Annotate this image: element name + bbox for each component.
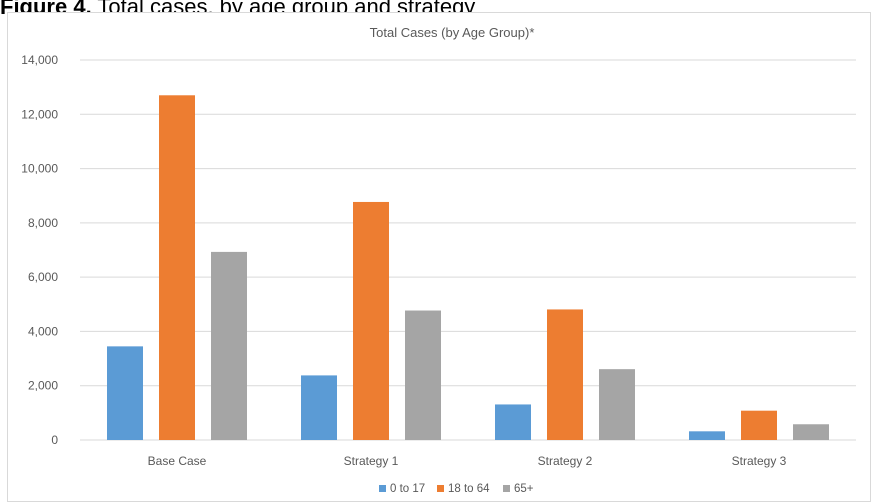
- y-tick-label: 0: [51, 433, 58, 447]
- bar: [689, 431, 725, 440]
- y-tick-label: 6,000: [28, 270, 58, 284]
- bar: [793, 424, 829, 440]
- y-tick-label: 10,000: [21, 162, 58, 176]
- legend-label: 65+: [514, 483, 534, 495]
- chart-title: Total Cases (by Age Group)*: [370, 25, 535, 40]
- x-tick-label: Strategy 2: [538, 454, 593, 468]
- bar: [107, 346, 143, 440]
- bar: [405, 310, 441, 440]
- bars: [107, 95, 829, 441]
- bar: [741, 410, 777, 440]
- bar: [301, 375, 337, 440]
- legend: 0 to 17 18 to 64 65+: [379, 483, 534, 495]
- bar: [495, 404, 531, 440]
- gridlines: [80, 59, 856, 441]
- legend-label: 0 to 17: [390, 483, 425, 495]
- bar: [211, 251, 247, 440]
- y-tick-label: 12,000: [21, 107, 58, 121]
- bar: [599, 369, 635, 440]
- x-tick-label: Base Case: [148, 454, 207, 468]
- y-tick-label: 2,000: [28, 379, 58, 393]
- legend-label: 18 to 64: [448, 483, 490, 495]
- y-tick-label: 8,000: [28, 216, 58, 230]
- bar: [547, 309, 583, 440]
- x-tick-label: Strategy 1: [344, 454, 399, 468]
- y-tick-label: 4,000: [28, 324, 58, 338]
- legend-swatch: [503, 485, 510, 492]
- x-tick-label: Strategy 3: [732, 454, 787, 468]
- y-tick-label: 14,000: [21, 53, 58, 67]
- bar: [159, 95, 195, 441]
- x-axis-ticks: Base Case Strategy 1 Strategy 2 Strategy 3: [148, 454, 787, 468]
- y-axis-ticks: 0 2,000 4,000 6,000 8,000 10,000 12,000 14,000: [21, 53, 58, 447]
- bar: [353, 201, 389, 440]
- legend-swatch: [437, 485, 444, 492]
- legend-swatch: [379, 485, 386, 492]
